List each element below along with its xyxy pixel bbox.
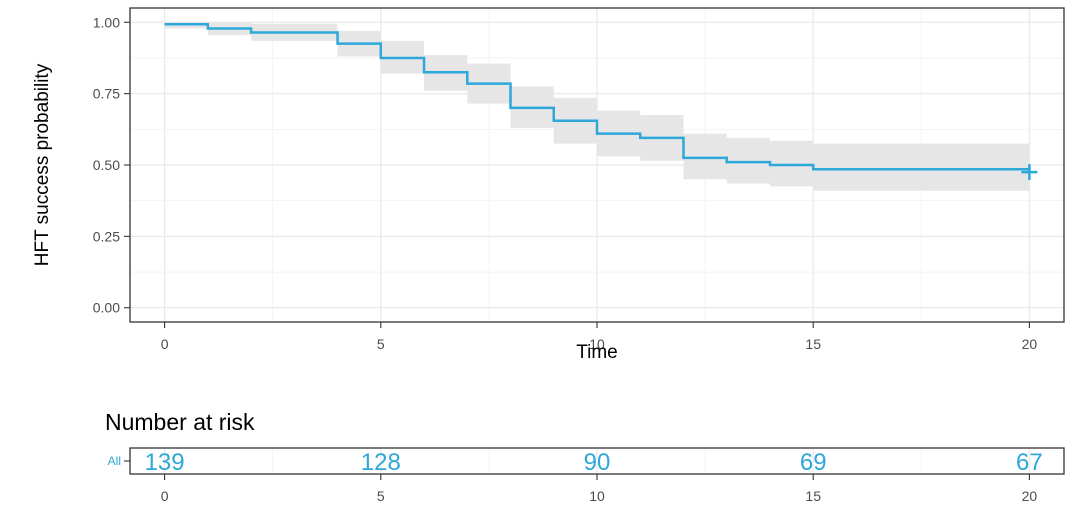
risk-strata-label: All (108, 454, 121, 468)
survival-plot: 0.00 0.25 0.50 0.75 1.00 0 5 10 15 20 Time HFT s… (32, 7, 1065, 363)
x-tick-label: 5 (377, 336, 385, 352)
y-axis-title: HFT success probability (32, 63, 53, 266)
risk-counts: 139 128 90 69 67 (145, 449, 1043, 476)
risk-strata-labels: All (108, 454, 121, 468)
confidence-band (164, 22, 1030, 194)
x-tick-label: 15 (805, 336, 821, 352)
risk-axis-ticks (124, 460, 1030, 480)
risk-table: Number at risk 139 128 90 69 67 All 0 5 10 15 20 (105, 409, 1065, 504)
risk-count: 67 (1016, 449, 1043, 476)
risk-count: 90 (584, 449, 611, 476)
x-tick-label: 0 (161, 336, 169, 352)
risk-table-gridlines (163, 448, 1031, 474)
risk-table-title: Number at risk (105, 409, 255, 435)
survival-curve (164, 23, 1031, 173)
axis-ticks (124, 21, 1030, 328)
risk-x-tick-label: 20 (1022, 488, 1038, 504)
y-tick-label: 1.00 (93, 14, 120, 30)
y-tick-label: 0.25 (93, 228, 120, 244)
x-tick-label: 20 (1022, 336, 1038, 352)
y-tick-labels: 0.00 0.25 0.50 0.75 1.00 (93, 14, 120, 315)
y-tick-label: 0.50 (93, 157, 120, 173)
x-tick-label: 10 (589, 336, 605, 352)
censor-mark (1021, 164, 1038, 181)
risk-count: 139 (145, 449, 185, 476)
censor-marks (1021, 164, 1038, 181)
risk-x-tick-label: 10 (589, 488, 605, 504)
risk-x-tick-label: 0 (161, 488, 169, 504)
x-axis-title: Time (576, 342, 618, 363)
y-tick-label: 0.75 (93, 86, 120, 102)
risk-count: 128 (361, 449, 401, 476)
risk-x-tick-label: 15 (805, 488, 821, 504)
x-tick-labels: 0 5 10 15 20 (161, 336, 1038, 352)
risk-x-tick-labels: 0 5 10 15 20 (161, 488, 1038, 504)
risk-x-tick-label: 5 (377, 488, 385, 504)
y-tick-label: 0.00 (93, 300, 120, 316)
risk-count: 69 (800, 449, 827, 476)
